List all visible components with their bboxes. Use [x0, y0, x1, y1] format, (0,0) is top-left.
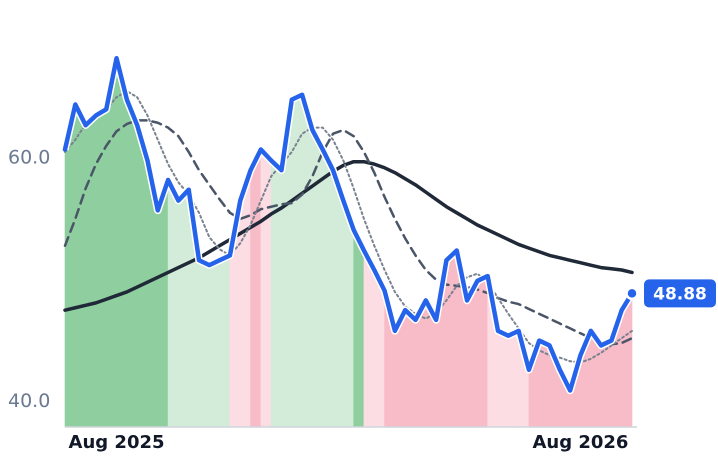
x-tick-label: Aug 2025: [69, 432, 165, 453]
area-segment: [600, 340, 612, 428]
area-segment: [167, 179, 179, 428]
area-segment: [404, 309, 416, 428]
area-segment: [126, 99, 138, 428]
area-segment: [353, 229, 365, 428]
area-segment: [75, 104, 86, 428]
value-badge: [644, 279, 716, 308]
area-segment: [198, 259, 210, 428]
area-segment: [116, 58, 128, 428]
area-segment: [446, 249, 458, 428]
area-segment: [322, 149, 334, 428]
area-segment: [270, 159, 282, 428]
area-segment: [105, 58, 117, 428]
x-tick-label: Aug 2026: [532, 432, 628, 453]
area-segment: [332, 170, 344, 428]
area-segment: [363, 250, 375, 428]
area-segment: [497, 330, 509, 428]
area-segment: [178, 188, 190, 428]
series-line: [63, 159, 634, 312]
area-segment: [250, 149, 262, 428]
area-segment: [157, 179, 169, 428]
value-label: 48.88: [653, 284, 707, 304]
area-segment: [301, 94, 313, 428]
series-line: [63, 119, 634, 346]
area-group: [64, 58, 633, 428]
series-line: [62, 56, 635, 393]
area-segment: [477, 275, 488, 428]
last-point: [625, 286, 639, 301]
area-segment: [64, 104, 76, 428]
y-tick-label: 60.0: [8, 147, 50, 169]
area-segment: [507, 330, 519, 428]
area-segment: [219, 254, 231, 428]
area-segment: [260, 148, 272, 428]
area-segment: [209, 259, 220, 428]
y-tick-label: 40.0: [8, 390, 50, 412]
area-segment: [85, 114, 97, 428]
